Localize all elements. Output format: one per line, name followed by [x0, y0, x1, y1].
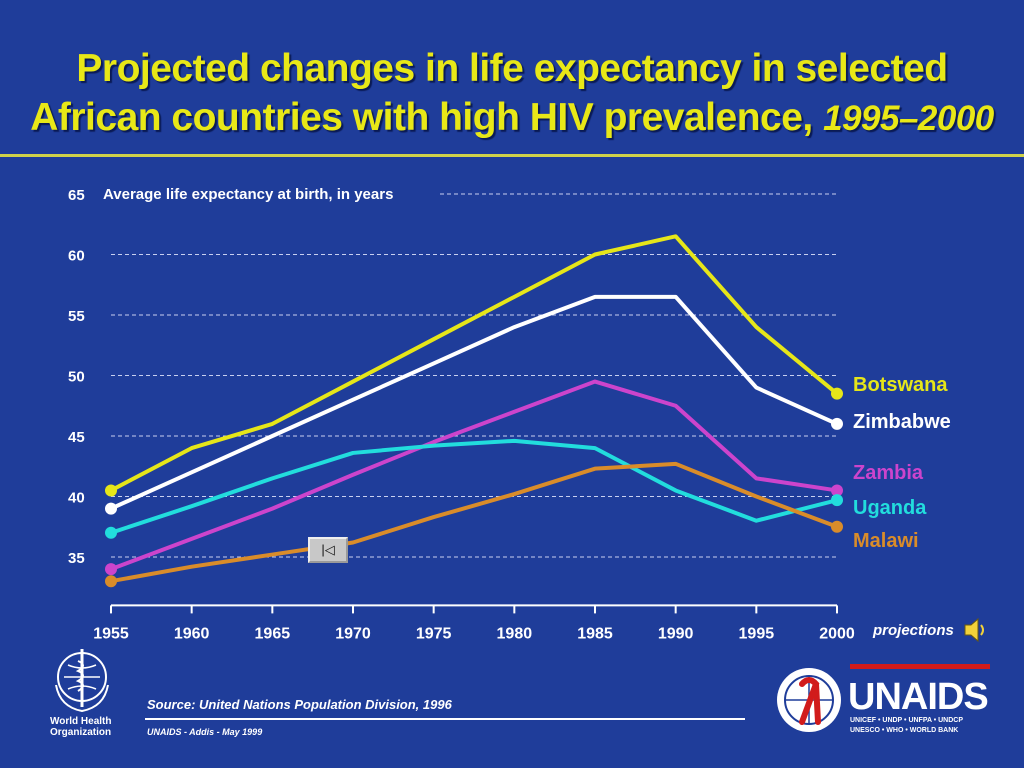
x-tick-label-1955: 1955 — [93, 625, 129, 642]
who-name-line-1: World Health — [50, 716, 112, 727]
who-emblem-icon — [55, 649, 109, 713]
point-malawi-end — [831, 520, 843, 533]
point-botswana-end — [831, 387, 843, 400]
unaids-wordmark: UNAIDS — [848, 676, 989, 718]
unaids-subtitle-line-2: UNESCO • WHO • WORLD BANK — [850, 727, 959, 734]
title-rule — [0, 154, 1024, 157]
who-name: World Health Organization — [50, 716, 111, 738]
series-label-malawi: Malawi — [853, 530, 919, 552]
point-uganda-start — [105, 526, 117, 539]
x-tick-label-1975: 1975 — [416, 625, 452, 642]
unaids-subtitle-line-1: UNICEF • UNDP • UNFPA • UNDCP — [850, 717, 964, 724]
speaker-icon[interactable] — [963, 616, 987, 644]
y-tick-60: 60 — [68, 248, 85, 265]
chart-title: Projected changes in life expectancy in … — [0, 44, 1024, 143]
series-line-uganda — [110, 438, 838, 535]
source-note: Source: United Nations Population Divisi… — [147, 697, 452, 712]
who-name-line-2: Organization — [50, 727, 112, 738]
title-line-1: Projected changes in life expectancy in … — [76, 47, 948, 90]
series-line-zimbabwe — [110, 294, 838, 511]
projections-label: projections — [873, 622, 954, 639]
unaids-red-bar — [850, 664, 990, 669]
y-tick-50: 50 — [68, 369, 85, 386]
x-tick-label-1990: 1990 — [658, 625, 694, 642]
credit-note: UNAIDS - Addis - May 1999 — [147, 727, 263, 737]
x-tick-label-1965: 1965 — [255, 625, 291, 642]
title-line-2-text: African countries with high HIV prevalen… — [30, 96, 813, 139]
x-tick-label-1985: 1985 — [577, 625, 613, 642]
footer-divider — [145, 718, 745, 720]
rewind-icon: |◁ — [321, 542, 335, 557]
point-botswana-start — [105, 484, 117, 497]
point-zambia-start — [105, 563, 117, 576]
life-expectancy-chart: 35 40 45 50 55 60 65 1955 1960 1965 1970 1975 1980 19… — [68, 187, 951, 642]
y-tick-55: 55 — [68, 308, 85, 325]
y-axis-label: Average life expectancy at birth, in yea… — [103, 186, 394, 203]
series-line-zambia — [110, 379, 838, 571]
title-years: 1995–2000 — [823, 99, 994, 138]
point-uganda-end — [831, 494, 843, 507]
x-tick-label-1960: 1960 — [174, 625, 210, 642]
unaids-subtitle: UNICEF • UNDP • UNFPA • UNDCP UNESCO • W… — [850, 716, 963, 736]
x-tick-label-1995: 1995 — [739, 625, 775, 642]
series-line-malawi — [110, 461, 838, 584]
series-line-botswana — [110, 234, 839, 493]
y-tick-40: 40 — [68, 490, 85, 507]
point-malawi-start — [105, 575, 117, 588]
series-label-uganda: Uganda — [853, 497, 927, 519]
y-tick-65: 65 — [68, 187, 85, 204]
y-tick-45: 45 — [68, 429, 85, 446]
series-label-zambia: Zambia — [853, 462, 924, 484]
title-line-2: African countries with high HIV prevalen… — [0, 93, 1024, 143]
series-label-botswana: Botswana — [853, 374, 948, 396]
series-label-zimbabwe: Zimbabwe — [853, 411, 951, 433]
point-zimbabwe-start — [105, 502, 117, 515]
y-tick-35: 35 — [68, 550, 85, 567]
rewind-button[interactable]: |◁ — [308, 537, 348, 563]
x-tick-label-1970: 1970 — [335, 625, 371, 642]
unaids-emblem-icon — [777, 668, 841, 732]
point-zimbabwe-end — [831, 417, 843, 430]
x-tick-label-2000: 2000 — [819, 625, 855, 642]
x-tick-label-1980: 1980 — [497, 625, 533, 642]
point-zambia-end — [831, 484, 843, 497]
